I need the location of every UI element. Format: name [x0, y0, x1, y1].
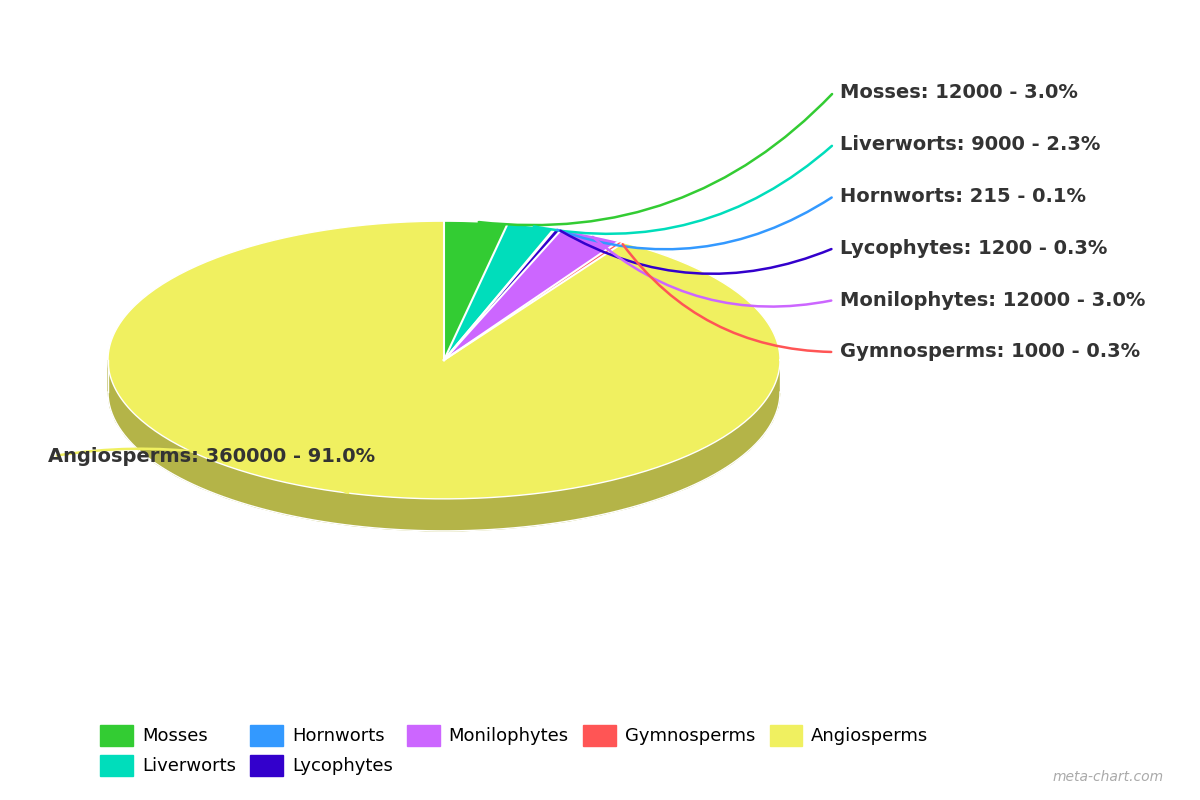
Polygon shape: [108, 360, 780, 530]
Text: Angiosperms: 360000 - 91.0%: Angiosperms: 360000 - 91.0%: [48, 446, 376, 466]
Legend: Mosses, Liverworts, Hornworts, Lycophytes, Monilophytes, Gymnosperms, Angiosperm: Mosses, Liverworts, Hornworts, Lycophyte…: [94, 718, 936, 783]
Polygon shape: [444, 221, 508, 360]
Text: Liverworts: 9000 - 2.3%: Liverworts: 9000 - 2.3%: [840, 134, 1100, 154]
Text: Gymnosperms: 1000 - 0.3%: Gymnosperms: 1000 - 0.3%: [840, 342, 1140, 362]
Polygon shape: [444, 229, 556, 360]
Text: Lycophytes: 1200 - 0.3%: Lycophytes: 1200 - 0.3%: [840, 238, 1108, 258]
Polygon shape: [444, 242, 623, 360]
Text: Hornworts: 215 - 0.1%: Hornworts: 215 - 0.1%: [840, 186, 1086, 206]
Text: meta-chart.com: meta-chart.com: [1052, 770, 1164, 784]
Text: Monilophytes: 12000 - 3.0%: Monilophytes: 12000 - 3.0%: [840, 290, 1145, 310]
Polygon shape: [444, 224, 554, 360]
Polygon shape: [444, 229, 562, 360]
Text: Mosses: 12000 - 3.0%: Mosses: 12000 - 3.0%: [840, 82, 1078, 102]
Polygon shape: [108, 221, 780, 499]
Polygon shape: [444, 230, 619, 360]
